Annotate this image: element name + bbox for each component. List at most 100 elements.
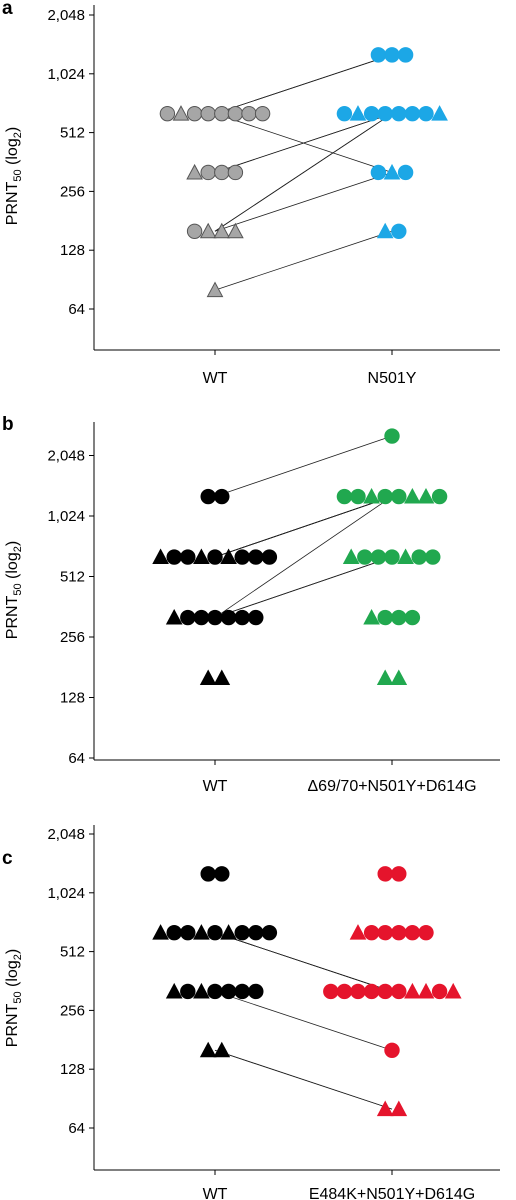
- data-point-circle: [398, 165, 412, 179]
- y-tick-label: 2,048: [47, 7, 85, 24]
- y-tick-label: 256: [60, 1002, 85, 1019]
- data-point-circle: [221, 984, 235, 998]
- data-point-triangle: [187, 165, 202, 179]
- data-point-triangle: [221, 550, 236, 564]
- data-point-circle: [228, 165, 242, 179]
- data-point-triangle: [432, 106, 447, 120]
- y-tick-label: 512: [60, 125, 85, 142]
- data-point-circle: [378, 106, 392, 120]
- data-point-triangle: [385, 165, 400, 179]
- data-point-circle: [215, 489, 229, 503]
- y-tick-label: 128: [60, 690, 85, 707]
- data-point-circle: [419, 925, 433, 939]
- data-point-circle: [201, 489, 215, 503]
- pair-line: [215, 933, 392, 992]
- data-point-triangle: [208, 283, 223, 297]
- data-point-circle: [385, 1043, 399, 1057]
- data-point-circle: [208, 925, 222, 939]
- data-point-triangle: [167, 610, 182, 624]
- x-category-label: WT: [203, 778, 228, 795]
- data-point-circle: [187, 224, 201, 238]
- data-point-circle: [432, 489, 446, 503]
- panel-letter: c: [2, 848, 13, 869]
- data-point-circle: [228, 106, 242, 120]
- data-point-circle: [392, 925, 406, 939]
- data-point-circle: [392, 106, 406, 120]
- data-point-circle: [405, 610, 419, 624]
- data-point-circle: [419, 106, 433, 120]
- y-tick-label: 64: [68, 1120, 85, 1137]
- data-point-triangle: [167, 984, 182, 998]
- data-point-circle: [194, 610, 208, 624]
- y-tick-label: 2,048: [47, 448, 85, 465]
- data-point-circle: [262, 925, 276, 939]
- y-tick-label: 512: [60, 569, 85, 586]
- data-point-triangle: [405, 984, 420, 998]
- data-point-circle: [405, 106, 419, 120]
- x-category-label: E484K+N501Y+D614G: [309, 1186, 475, 1200]
- data-point-triangle: [446, 984, 461, 998]
- data-point-triangle: [214, 1043, 229, 1057]
- data-point-circle: [351, 984, 365, 998]
- data-point-circle: [378, 610, 392, 624]
- data-point-circle: [181, 550, 195, 564]
- data-point-circle: [208, 984, 222, 998]
- data-point-circle: [392, 610, 406, 624]
- data-point-triangle: [405, 489, 420, 503]
- data-point-circle: [208, 610, 222, 624]
- data-point-circle: [412, 550, 426, 564]
- data-point-triangle: [153, 925, 168, 939]
- data-point-circle: [181, 925, 195, 939]
- data-point-circle: [378, 925, 392, 939]
- y-tick-label: 1,024: [47, 66, 85, 83]
- pair-line: [215, 231, 392, 290]
- data-point-circle: [432, 984, 446, 998]
- data-point-circle: [337, 984, 351, 998]
- y-axis-label: PRNT50 (log2): [4, 541, 24, 639]
- data-point-circle: [235, 550, 249, 564]
- data-point-circle: [392, 224, 406, 238]
- data-point-triangle: [174, 106, 189, 120]
- x-category-label: Δ69/70+N501Y+D614G: [307, 778, 476, 795]
- data-point-circle: [385, 48, 399, 62]
- data-point-triangle: [344, 550, 359, 564]
- pair-line: [215, 991, 392, 1050]
- data-point-circle: [181, 984, 195, 998]
- data-point-triangle: [194, 984, 209, 998]
- y-tick-label: 256: [60, 629, 85, 646]
- data-point-triangle: [391, 1102, 406, 1116]
- y-tick-label: 1,024: [47, 508, 85, 525]
- data-point-circle: [249, 984, 263, 998]
- y-axis-label: PRNT50 (log2): [4, 127, 24, 225]
- data-point-circle: [201, 106, 215, 120]
- y-tick-label: 256: [60, 183, 85, 200]
- data-point-circle: [385, 429, 399, 443]
- data-point-circle: [392, 867, 406, 881]
- data-point-circle: [235, 984, 249, 998]
- data-point-circle: [187, 106, 201, 120]
- y-tick-label: 512: [60, 944, 85, 961]
- pair-line: [215, 497, 392, 558]
- y-tick-label: 128: [60, 1061, 85, 1078]
- data-point-circle: [405, 925, 419, 939]
- data-point-triangle: [378, 224, 393, 238]
- data-point-circle: [371, 48, 385, 62]
- pair-line: [215, 55, 392, 114]
- pair-line: [215, 557, 392, 618]
- data-point-circle: [235, 925, 249, 939]
- data-point-circle: [378, 489, 392, 503]
- data-point-circle: [392, 984, 406, 998]
- data-point-circle: [337, 106, 351, 120]
- panel-a: a641282565121,0242,048WT N501YPRNT50 (log…: [2, 0, 500, 387]
- x-category-label: N501Y: [368, 370, 417, 387]
- y-tick-label: 64: [68, 301, 85, 318]
- data-point-circle: [160, 106, 174, 120]
- data-point-circle: [371, 550, 385, 564]
- data-point-triangle: [351, 925, 366, 939]
- data-point-circle: [364, 106, 378, 120]
- y-tick-label: 1,024: [47, 885, 85, 902]
- data-point-triangle: [201, 1043, 216, 1057]
- data-point-circle: [392, 489, 406, 503]
- data-point-triangle: [398, 550, 413, 564]
